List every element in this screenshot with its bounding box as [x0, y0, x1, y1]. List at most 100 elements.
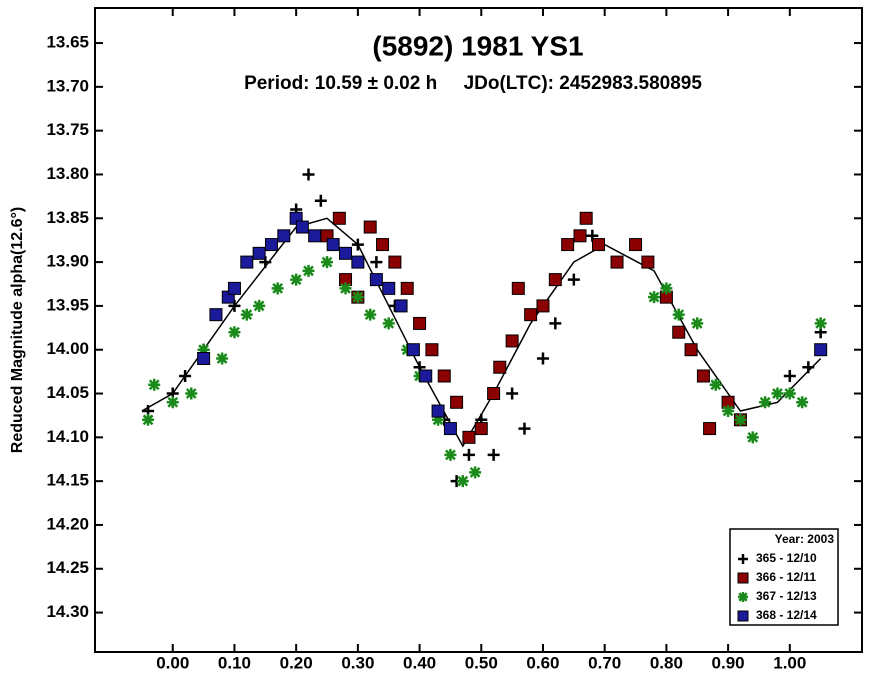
square-marker [339, 246, 353, 260]
square-marker [493, 360, 507, 374]
y-tick-label: 13.75 [46, 120, 89, 139]
square-marker [450, 395, 464, 409]
square-marker [419, 369, 433, 383]
y-tick-label: 14.05 [46, 383, 89, 402]
square-marker [227, 281, 241, 295]
y-tick-label: 14.15 [46, 471, 89, 490]
star-marker [444, 448, 457, 461]
star-marker [672, 308, 685, 321]
y-tick-label: 13.65 [46, 33, 89, 52]
square-marker [295, 220, 309, 234]
y-axis-label: Reduced Magnitude alpha(12.6°) [9, 207, 26, 453]
x-tick-label: 0.70 [588, 653, 621, 672]
plus-marker [506, 387, 519, 400]
square-marker [351, 255, 365, 269]
square-marker [394, 299, 408, 313]
square-marker [240, 255, 254, 269]
star-marker [746, 431, 759, 444]
star-marker [709, 378, 722, 391]
square-marker [406, 343, 420, 357]
legend-label: 367 - 12/13 [756, 589, 817, 603]
star-marker [738, 592, 748, 602]
square-marker [672, 325, 686, 339]
square-marker [474, 422, 488, 436]
plus-marker [518, 422, 531, 435]
square-marker [592, 238, 606, 252]
star-marker [290, 273, 303, 286]
star-marker [432, 413, 445, 426]
star-marker [185, 387, 198, 400]
square-marker [610, 255, 624, 269]
square-marker [425, 343, 439, 357]
square-marker [641, 255, 655, 269]
square-marker [737, 610, 749, 622]
chart-title: (5892) 1981 YS1 [372, 30, 583, 61]
y-tick-label: 14.25 [46, 558, 89, 577]
square-marker [696, 369, 710, 383]
y-tick-label: 13.95 [46, 295, 89, 314]
star-marker [166, 396, 179, 409]
star-marker [339, 282, 352, 295]
star-marker [142, 413, 155, 426]
square-marker [561, 238, 575, 252]
square-marker [209, 308, 223, 322]
star-marker [783, 387, 796, 400]
square-marker [376, 238, 390, 252]
square-marker [332, 211, 346, 225]
legend-label: 365 - 12/10 [756, 551, 817, 565]
square-marker [814, 343, 828, 357]
star-marker [271, 282, 284, 295]
plus-marker [487, 448, 500, 461]
y-tick-label: 14.20 [46, 514, 89, 533]
y-tick-label: 13.90 [46, 252, 89, 271]
plus-marker [351, 238, 364, 251]
square-marker [536, 299, 550, 313]
star-marker [469, 466, 482, 479]
plus-marker [738, 554, 748, 564]
square-marker [437, 369, 451, 383]
star-marker [660, 282, 673, 295]
legend-label: 366 - 12/11 [756, 570, 816, 584]
x-tick-label: 0.80 [650, 653, 683, 672]
square-marker [382, 281, 396, 295]
star-marker [321, 256, 334, 269]
y-tick-label: 13.80 [46, 164, 89, 183]
plus-marker [783, 370, 796, 382]
star-marker [691, 317, 704, 330]
chart-subtitle: Period: 10.59 ± 0.02 h JDo(LTC): 2452983… [244, 73, 702, 94]
x-tick-label: 0.50 [465, 653, 498, 672]
plus-marker [567, 273, 580, 286]
square-marker [388, 255, 402, 269]
star-marker [351, 291, 364, 304]
square-marker [308, 229, 322, 243]
plus-marker [314, 194, 327, 207]
square-marker [505, 334, 519, 348]
star-marker [456, 475, 469, 488]
square-marker [579, 211, 593, 225]
square-marker [684, 343, 698, 357]
square-marker [487, 387, 501, 401]
star-marker [796, 396, 809, 409]
square-marker [462, 430, 476, 444]
y-tick-label: 14.10 [46, 427, 89, 446]
y-tick-label: 13.85 [46, 208, 89, 227]
star-marker [240, 308, 253, 321]
legend-label: 368 - 12/14 [756, 608, 817, 622]
star-marker [382, 317, 395, 330]
square-marker [431, 404, 445, 418]
plus-marker [462, 448, 475, 461]
x-tick-label: 1.00 [773, 653, 806, 672]
plus-marker [802, 361, 815, 374]
plus-marker [302, 168, 315, 181]
square-marker [548, 273, 562, 287]
star-marker [814, 317, 827, 330]
star-marker [734, 413, 747, 426]
square-marker [737, 572, 749, 584]
square-marker [511, 281, 525, 295]
star-marker [759, 396, 772, 409]
star-marker [216, 352, 229, 365]
star-marker [302, 264, 315, 277]
star-marker [722, 405, 735, 418]
square-marker [197, 351, 211, 365]
